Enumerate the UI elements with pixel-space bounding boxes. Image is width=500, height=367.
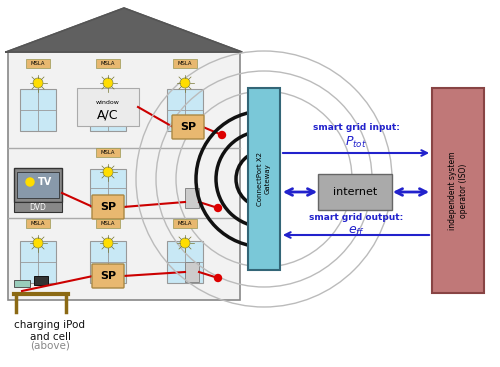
Bar bbox=[14, 280, 30, 287]
Bar bbox=[8, 52, 240, 300]
Circle shape bbox=[103, 238, 113, 248]
Bar bbox=[173, 59, 197, 68]
Text: MSLA: MSLA bbox=[178, 61, 192, 66]
Bar bbox=[185, 262, 199, 282]
Text: window: window bbox=[96, 101, 120, 105]
Text: SP: SP bbox=[100, 202, 116, 212]
Circle shape bbox=[103, 78, 113, 88]
Bar bbox=[14, 202, 62, 212]
Circle shape bbox=[33, 78, 43, 88]
Text: TV: TV bbox=[38, 177, 52, 187]
FancyBboxPatch shape bbox=[172, 115, 204, 139]
Bar bbox=[90, 169, 126, 207]
Text: charging iPod
and cell: charging iPod and cell bbox=[14, 320, 86, 342]
Bar bbox=[90, 241, 126, 283]
Bar bbox=[96, 148, 120, 157]
Bar bbox=[90, 89, 126, 131]
Bar bbox=[96, 219, 120, 228]
Bar bbox=[167, 241, 203, 283]
Text: (above): (above) bbox=[30, 340, 70, 350]
Bar bbox=[248, 88, 280, 270]
FancyBboxPatch shape bbox=[77, 88, 139, 126]
Text: DVD: DVD bbox=[30, 203, 46, 211]
FancyBboxPatch shape bbox=[92, 264, 124, 288]
Bar bbox=[96, 59, 120, 68]
Text: $P_{tot}$: $P_{tot}$ bbox=[345, 134, 367, 149]
FancyBboxPatch shape bbox=[92, 195, 124, 219]
Bar bbox=[432, 88, 484, 293]
FancyBboxPatch shape bbox=[318, 174, 392, 210]
Circle shape bbox=[218, 131, 226, 138]
Bar bbox=[167, 89, 203, 131]
Bar bbox=[173, 219, 197, 228]
Bar bbox=[20, 89, 56, 131]
Text: ConnectPort X2
Gateway: ConnectPort X2 Gateway bbox=[257, 152, 271, 206]
Text: SP: SP bbox=[180, 122, 196, 132]
Circle shape bbox=[180, 238, 190, 248]
Text: independent system
operator (ISO): independent system operator (ISO) bbox=[448, 151, 468, 230]
Bar bbox=[26, 219, 50, 228]
Bar bbox=[34, 276, 48, 285]
Bar bbox=[20, 241, 56, 283]
Text: MSLA: MSLA bbox=[31, 61, 45, 66]
Text: MSLA: MSLA bbox=[101, 150, 115, 155]
Text: MSLA: MSLA bbox=[178, 221, 192, 226]
Polygon shape bbox=[6, 8, 242, 52]
Text: MSLA: MSLA bbox=[101, 221, 115, 226]
Text: MSLA: MSLA bbox=[31, 221, 45, 226]
Text: A/C: A/C bbox=[97, 109, 119, 121]
Text: smart grid input:: smart grid input: bbox=[312, 124, 400, 132]
Circle shape bbox=[26, 178, 34, 186]
Circle shape bbox=[214, 204, 222, 211]
Bar bbox=[17, 172, 59, 198]
Text: SP: SP bbox=[100, 271, 116, 281]
Text: MSLA: MSLA bbox=[101, 61, 115, 66]
Circle shape bbox=[103, 167, 113, 177]
Bar bbox=[26, 59, 50, 68]
Text: internet: internet bbox=[333, 187, 377, 197]
Text: $e_{ff}$: $e_{ff}$ bbox=[348, 225, 364, 237]
Circle shape bbox=[180, 78, 190, 88]
Circle shape bbox=[214, 275, 222, 281]
Bar bbox=[14, 168, 62, 202]
Circle shape bbox=[33, 238, 43, 248]
Text: smart grid output:: smart grid output: bbox=[309, 214, 403, 222]
Bar bbox=[185, 188, 199, 208]
